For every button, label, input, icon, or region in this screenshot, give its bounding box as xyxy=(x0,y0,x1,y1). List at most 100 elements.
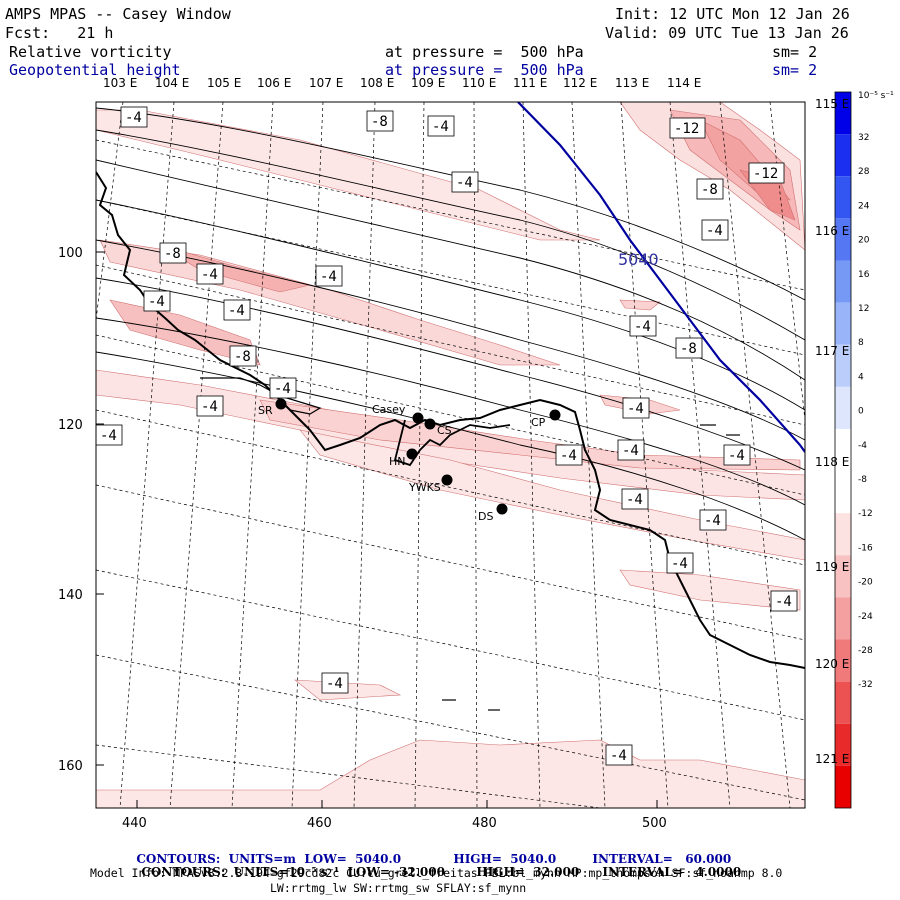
contour-label: -4 xyxy=(451,171,479,193)
svg-text:-4: -4 xyxy=(125,110,142,126)
top-lon-label: 104 E xyxy=(155,76,190,90)
contour-label: -4 xyxy=(622,397,650,419)
contour-label: -4 xyxy=(269,377,297,399)
contour-label: -4 xyxy=(223,299,251,321)
contour-label: -4 xyxy=(723,444,751,466)
contour-label: -4 xyxy=(770,590,798,612)
field1-name: Relative vorticity xyxy=(9,43,172,61)
svg-text:-8: -8 xyxy=(234,349,251,365)
contour-label: -4 xyxy=(196,263,224,285)
contour-label: -8 xyxy=(696,178,724,200)
colorbar-swatch xyxy=(835,386,851,429)
svg-text:-4: -4 xyxy=(627,401,644,417)
svg-text:-4: -4 xyxy=(100,428,117,444)
colorbar-swatch xyxy=(835,723,851,766)
svg-text:-4: -4 xyxy=(671,556,688,572)
top-lon-label: 110 E xyxy=(462,76,497,90)
colorbar-swatch xyxy=(835,176,851,219)
colorbar-label: -28 xyxy=(858,646,873,656)
y-tick-label: 120 xyxy=(58,418,83,433)
station-marker xyxy=(412,412,424,424)
contour-label: -12 xyxy=(669,117,706,139)
footer-height-high: HIGH= 5040.0 xyxy=(453,852,557,866)
colorbar-label: -12 xyxy=(858,509,873,519)
contour-label: -4 xyxy=(666,552,694,574)
contour-label: -12 xyxy=(748,162,785,184)
colorbar-label: 16 xyxy=(858,270,870,280)
right-lon-labels: 115 E 116 E 117 E 118 E 119 E 120 E 121 E xyxy=(815,97,849,766)
right-lon-label: 120 E xyxy=(815,657,849,671)
station-label: HN xyxy=(389,455,406,468)
station-ds[interactable]: DS xyxy=(478,503,508,524)
contour-label: -4 xyxy=(617,439,645,461)
x-tick-label: 460 xyxy=(307,816,332,831)
station-marker xyxy=(549,409,561,421)
top-lon-label: 109 E xyxy=(411,76,446,90)
vorticity-shading xyxy=(96,102,805,808)
station-sr[interactable]: SR xyxy=(258,398,287,418)
contour-label: -4 xyxy=(315,265,343,287)
top-lon-label: 106 E xyxy=(257,76,292,90)
station-casey[interactable]: Casey xyxy=(372,403,424,424)
colorbar-swatch xyxy=(835,134,851,177)
svg-text:-4: -4 xyxy=(704,513,721,529)
x-tick-label: 480 xyxy=(472,816,497,831)
colorbar-label: -8 xyxy=(858,475,867,485)
colorbar-swatch xyxy=(835,218,851,261)
contour-label: -8 xyxy=(159,242,187,264)
station-cp[interactable]: CP xyxy=(531,409,561,430)
x-tick-label: 500 xyxy=(642,816,667,831)
x-tick-label: 440 xyxy=(122,816,147,831)
svg-text:-4: -4 xyxy=(326,676,343,692)
colorbar-swatch xyxy=(835,428,851,472)
station-cs[interactable]: CS xyxy=(424,418,452,438)
colorbar-label: -32 xyxy=(858,680,873,690)
svg-text:-4: -4 xyxy=(201,399,218,415)
colorbar-swatch xyxy=(835,260,851,303)
colorbar-swatch xyxy=(835,681,851,724)
svg-text:-4: -4 xyxy=(274,381,291,397)
colorbar-swatch xyxy=(835,471,851,514)
svg-text:-4: -4 xyxy=(622,443,639,459)
right-lon-label: 119 E xyxy=(815,560,849,574)
colorbar-swatch xyxy=(835,597,851,640)
svg-text:-12: -12 xyxy=(753,166,778,182)
station-label: DS xyxy=(478,510,493,523)
svg-text:-4: -4 xyxy=(560,448,577,464)
contour-label: -4 xyxy=(321,672,349,694)
station-label: YWKS xyxy=(408,481,441,494)
field2-name: Geopotential height xyxy=(9,61,181,79)
top-lon-label: 111 E xyxy=(513,76,548,90)
footer-model-info: Model Info: MPASv8.2.3-194-gf29cd82c CU:… xyxy=(90,866,783,880)
svg-text:-4: -4 xyxy=(610,748,627,764)
top-lon-label: 105 E xyxy=(207,76,242,90)
svg-text:-12: -12 xyxy=(674,121,699,137)
station-hn[interactable]: HN xyxy=(389,448,418,469)
contour-label: -4 xyxy=(96,424,123,446)
contour-label: -4 xyxy=(701,219,729,241)
footer-model-info2: LW:rrtmg_lw SW:rrtmg_sw SFLAY:sf_mynn xyxy=(270,881,527,895)
colorbar-label: 20 xyxy=(858,236,870,246)
colorbar-label: -24 xyxy=(858,612,873,622)
colorbar-label: 24 xyxy=(858,201,870,211)
contour-label: -4 xyxy=(555,444,583,466)
colorbar-swatch xyxy=(835,765,851,808)
contour-label: -4 xyxy=(143,290,171,312)
station-ywks[interactable]: YWKS xyxy=(408,474,453,495)
colorbar-label: 0 xyxy=(858,407,864,417)
svg-text:-4: -4 xyxy=(728,448,745,464)
y-tick-label: 100 xyxy=(58,246,83,261)
y-tick-label: 140 xyxy=(58,588,83,603)
colorbar-label: -16 xyxy=(858,543,873,553)
right-lon-label: 117 E xyxy=(815,344,849,358)
contour-label: -4 xyxy=(621,488,649,510)
svg-text:-4: -4 xyxy=(201,267,218,283)
colorbar-swatch xyxy=(835,344,851,387)
colorbar-swatch xyxy=(835,302,851,345)
forecast-hour: Fcst: 21 h xyxy=(5,24,114,42)
colorbar-swatch xyxy=(835,92,851,135)
map-title: AMPS MPAS -- Casey Window xyxy=(5,5,231,23)
footer-vort-interval: INTERVAL= 4.0000 xyxy=(602,865,742,879)
height-contour-5040 xyxy=(517,102,805,453)
